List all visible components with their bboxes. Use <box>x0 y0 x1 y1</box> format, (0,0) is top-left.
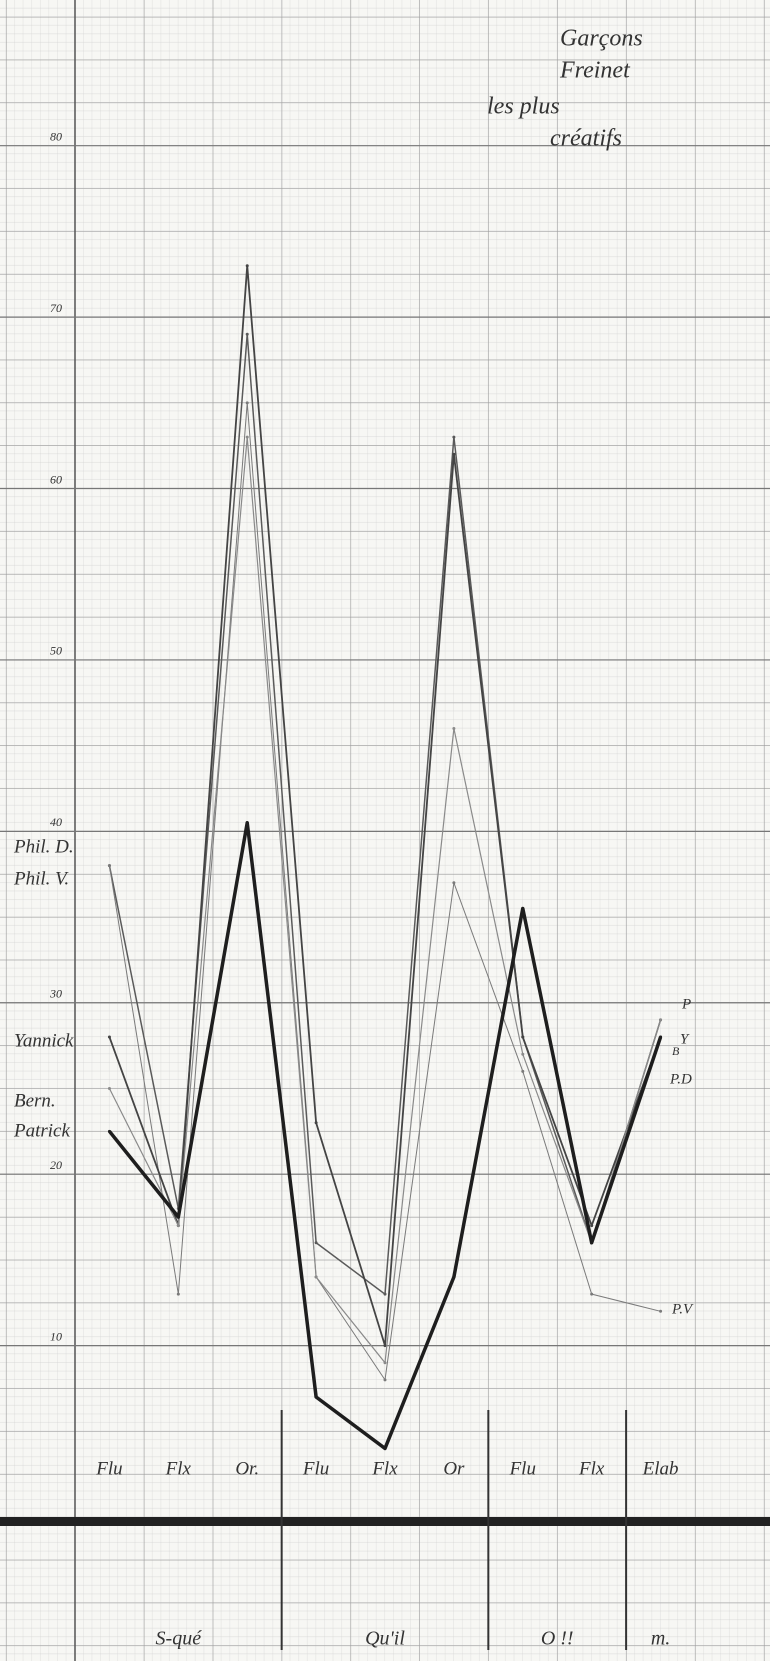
legend-label: Phil. D. <box>13 836 74 857</box>
chart-title: Garçons <box>560 26 643 52</box>
y-tick-label: 80 <box>50 129 62 143</box>
data-point <box>246 401 249 404</box>
data-point <box>590 1224 593 1227</box>
data-point <box>384 1361 387 1364</box>
y-tick-label: 30 <box>49 987 62 1001</box>
x-tick-label: Or. <box>235 1458 259 1479</box>
data-point <box>452 453 455 456</box>
legend-label: Yannick <box>14 1030 74 1051</box>
annotation: B <box>672 1044 680 1058</box>
data-point <box>246 436 249 439</box>
data-point <box>315 1241 318 1244</box>
group-label: Qu'il <box>365 1628 405 1650</box>
data-point <box>384 1447 387 1450</box>
x-tick-label: Flu <box>509 1458 536 1479</box>
data-point <box>590 1241 593 1244</box>
data-point <box>452 1276 455 1279</box>
data-point <box>521 1053 524 1056</box>
group-label: O !! <box>541 1628 574 1650</box>
data-point <box>315 1276 318 1279</box>
x-tick-label: Flx <box>165 1458 192 1479</box>
x-tick-label: Flx <box>578 1458 605 1479</box>
annotation: P.V <box>671 1301 694 1317</box>
chart: 10 20 30 40 50 60 70 80 Garçons Freinet les plus cr… <box>0 0 770 1661</box>
y-tick-label: 60 <box>50 472 62 486</box>
group-label: m. <box>651 1628 670 1650</box>
legend-label: Bern. <box>14 1090 56 1111</box>
data-point <box>384 1293 387 1296</box>
y-tick-label: 70 <box>50 301 62 315</box>
data-point <box>659 1036 662 1039</box>
data-point <box>521 907 524 910</box>
data-point <box>659 1018 662 1021</box>
x-tick-label: Flu <box>302 1458 329 1479</box>
y-tick-label: 10 <box>50 1329 62 1343</box>
data-point <box>246 264 249 267</box>
data-point <box>315 1396 318 1399</box>
page: {"chart_data": {"type": "line", "title":… <box>0 0 770 1661</box>
x-tick-label: Or <box>443 1458 465 1479</box>
chart-title: créatifs <box>550 126 622 152</box>
y-tick-label: 20 <box>50 1158 62 1172</box>
annotation: P.D <box>669 1071 692 1087</box>
group-label: S-qué <box>156 1628 203 1650</box>
x-axis <box>0 1517 770 1526</box>
data-point <box>659 1310 662 1313</box>
data-point <box>521 1036 524 1039</box>
data-point <box>108 1130 111 1133</box>
data-point <box>452 436 455 439</box>
data-point <box>177 1293 180 1296</box>
data-point <box>177 1224 180 1227</box>
y-tick-label: 40 <box>50 815 62 829</box>
x-tick-label: Flx <box>371 1458 398 1479</box>
data-point <box>590 1293 593 1296</box>
data-point <box>177 1216 180 1219</box>
x-tick-label: Flu <box>95 1458 122 1479</box>
data-point <box>384 1378 387 1381</box>
data-point <box>108 1087 111 1090</box>
chart-title: les plus <box>487 94 560 120</box>
chart-title: Freinet <box>559 58 631 84</box>
data-point <box>108 1036 111 1039</box>
data-point <box>108 864 111 867</box>
data-point <box>315 1121 318 1124</box>
annotation: P <box>681 996 691 1012</box>
data-point <box>384 1344 387 1347</box>
data-point <box>452 881 455 884</box>
x-tick-label: Elab <box>642 1458 679 1479</box>
data-point <box>452 727 455 730</box>
y-tick-label: 50 <box>50 644 62 658</box>
data-point <box>521 1070 524 1073</box>
graph-paper <box>0 0 770 1661</box>
data-point <box>246 333 249 336</box>
legend-label: Patrick <box>13 1120 70 1141</box>
legend-label: Phil. V. <box>13 868 69 889</box>
data-point <box>246 821 249 824</box>
